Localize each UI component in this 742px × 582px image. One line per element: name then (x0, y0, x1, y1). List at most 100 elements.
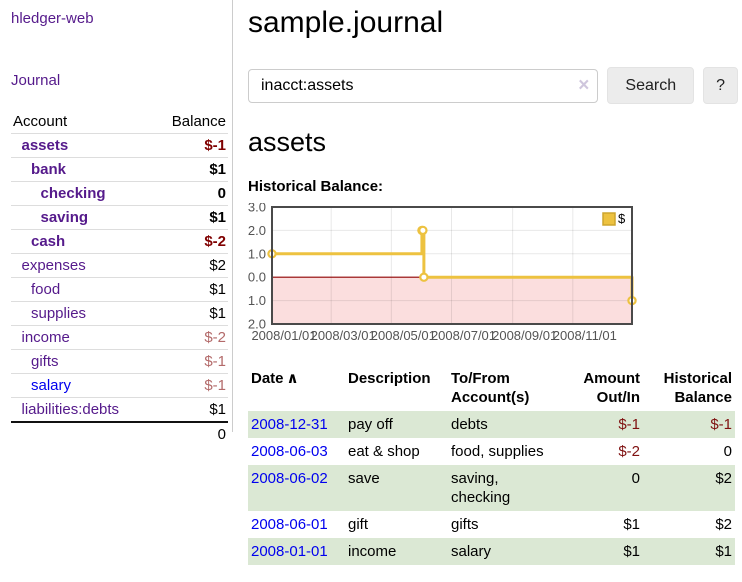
transaction-date-link[interactable]: 2008-01-01 (251, 543, 328, 560)
transaction-balance: $1 (715, 543, 732, 560)
transaction-description: eat & shop (348, 443, 420, 460)
register-column-header[interactable]: Description (348, 370, 431, 387)
transaction-amount: $1 (623, 516, 640, 533)
app-title-link[interactable]: hledger-web (11, 10, 94, 27)
y-axis-tick-label: 3.0 (248, 203, 266, 215)
account-link[interactable]: salary (31, 377, 72, 394)
account-balance: $-2 (152, 325, 228, 350)
account-balance: $-2 (152, 229, 228, 254)
page-title: sample.journal (248, 6, 444, 39)
account-row: gifts $-1 (11, 349, 228, 374)
main-content: sample.journal × Search ? assets Histori… (234, 0, 742, 582)
x-axis-tick-label: 2008/03/01 (311, 328, 376, 343)
register-row: 2008-06-03 eat & shop food, supplies $-2 0 (248, 438, 735, 465)
account-row: bank $1 (11, 157, 228, 182)
data-point-marker (418, 225, 428, 236)
account-link[interactable]: assets (21, 137, 69, 154)
account-balance: $1 (152, 205, 228, 230)
y-axis-tick-label: 2.0 (248, 223, 266, 238)
help-button[interactable]: ? (703, 67, 738, 104)
x-axis-tick-label: 2008/11/01 (553, 328, 617, 343)
transaction-accounts: food, supplies (451, 443, 544, 460)
account-link[interactable]: liabilities:debts (21, 401, 120, 418)
balance-column-header: Balance (152, 110, 228, 134)
register-row: 2008-12-31 pay off debts $-1 $-1 (248, 411, 735, 438)
nav-journal-link[interactable]: Journal (11, 72, 61, 89)
historical-balance-chart: $3.0 2.0 1.0 0.0 -1.0 -2.02008/01/012008/03/0… (248, 203, 637, 343)
data-point-marker (419, 272, 429, 282)
search-button[interactable]: Search (607, 67, 695, 104)
legend-label: $ (618, 211, 626, 226)
register-column-header[interactable]: Date ∧ (251, 370, 299, 387)
transaction-amount: $-2 (618, 443, 640, 460)
transaction-date-link[interactable]: 2008-12-31 (251, 416, 328, 433)
account-title: assets (248, 127, 327, 157)
transaction-accounts: debts (451, 416, 488, 433)
accounts-total-balance: 0 (152, 421, 228, 446)
register-column-header[interactable]: To/From Account(s) (451, 370, 530, 406)
x-axis-tick-label: 2008/09/01 (492, 328, 557, 343)
transaction-date-link[interactable]: 2008-06-02 (251, 470, 328, 487)
transaction-description: save (348, 470, 380, 487)
account-balance: $1 (152, 277, 228, 302)
account-link[interactable]: food (31, 281, 61, 298)
account-balance: $1 (152, 397, 228, 423)
account-row: supplies $1 (11, 301, 228, 326)
search-input[interactable] (248, 68, 599, 103)
account-row: checking 0 (11, 181, 228, 206)
account-balance: $-1 (152, 133, 228, 158)
transaction-accounts: saving, checking (451, 470, 511, 506)
account-link[interactable]: income (21, 329, 70, 346)
account-balance: $1 (152, 157, 228, 182)
accounts-table-header: Account Balance (11, 110, 228, 134)
transaction-date-link[interactable]: 2008-06-03 (251, 443, 328, 460)
account-column-header: Account (11, 110, 153, 134)
sort-asc-icon: ∧ (286, 370, 299, 387)
account-link[interactable]: supplies (31, 305, 87, 322)
clear-search-icon[interactable]: × (578, 74, 590, 96)
account-row: salary $-1 (11, 373, 228, 398)
plot-border (271, 206, 633, 325)
account-row: saving $1 (11, 205, 228, 230)
account-link[interactable]: expenses (21, 257, 86, 274)
register-row: 2008-01-01 income salary $1 $1 (248, 538, 735, 565)
account-link[interactable]: checking (40, 185, 106, 202)
transaction-description: income (348, 543, 397, 560)
account-balance: 0 (152, 181, 228, 206)
account-link[interactable]: saving (40, 209, 89, 226)
account-balance: $2 (152, 253, 228, 278)
transaction-date-link[interactable]: 2008-06-01 (251, 516, 328, 533)
account-balance: $1 (152, 301, 228, 326)
negative-region (272, 277, 632, 324)
x-axis-tick-label: 2008/05/01 (371, 328, 436, 343)
register-column-header[interactable]: Amount Out/In (583, 370, 640, 406)
transaction-description: gift (348, 516, 369, 533)
register-table: Date ∧ Description To/From Account(s) Amount O… (248, 365, 735, 565)
account-link[interactable]: gifts (31, 353, 59, 370)
transaction-balance: $2 (715, 516, 732, 533)
y-axis-tick-label: -2.0 (248, 317, 266, 332)
accounts-table: Account Balance assets $-1 bank $1 checking 0… (11, 110, 228, 446)
account-link[interactable]: bank (31, 161, 67, 178)
register-column-header[interactable]: Historical Balance (663, 370, 732, 406)
account-row: income $-2 (11, 325, 228, 350)
journal-nav: Journal (11, 72, 228, 89)
chart-heading: Historical Balance: (248, 178, 384, 195)
account-balance: $-1 (152, 349, 228, 374)
transaction-amount: 0 (631, 470, 640, 487)
x-axis-tick-label: 2008/07/01 (431, 328, 496, 343)
y-axis-tick-label: -1.0 (248, 293, 266, 308)
account-row: food $1 (11, 277, 228, 302)
transaction-amount: $-1 (618, 416, 640, 433)
transaction-accounts: gifts (451, 516, 479, 533)
account-balance: $-1 (152, 373, 228, 398)
search-box: × (248, 68, 599, 103)
sidebar: hledger-web Journal Account Balance asse… (0, 0, 233, 446)
account-row: expenses $2 (11, 253, 228, 278)
transaction-description: pay off (348, 416, 393, 433)
account-link[interactable]: cash (31, 233, 66, 250)
account-row: liabilities:debts $1 (11, 397, 228, 423)
transaction-accounts: salary (451, 543, 492, 560)
account-row: cash $-2 (11, 229, 228, 254)
transaction-balance: 0 (723, 443, 732, 460)
